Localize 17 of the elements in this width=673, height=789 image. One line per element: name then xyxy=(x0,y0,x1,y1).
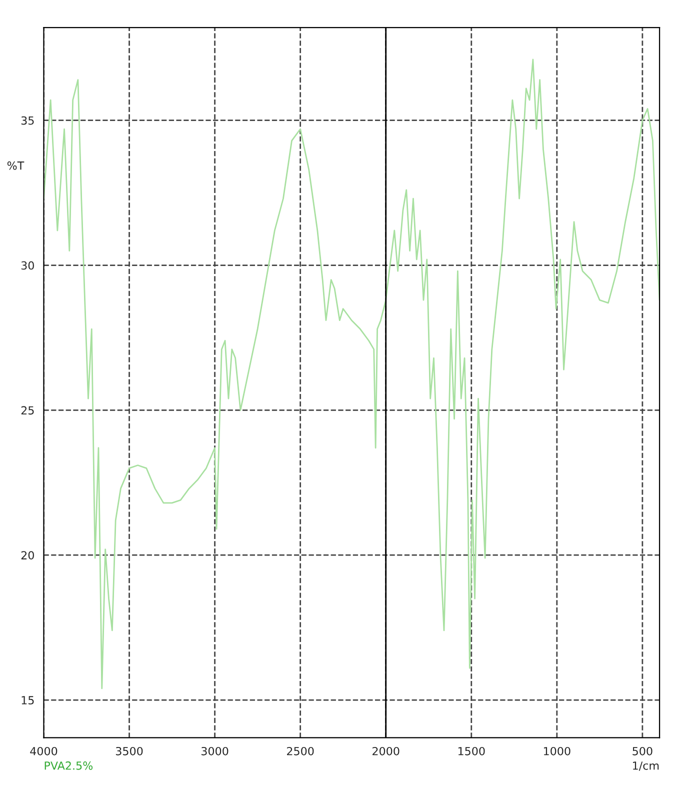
x-tick-label: 1500 xyxy=(458,746,485,756)
y-axis-title: %T xyxy=(7,161,24,170)
y-tick-label: 15 xyxy=(22,696,34,704)
x-tick-label: 2500 xyxy=(287,746,314,756)
x-tick-label: 3500 xyxy=(116,746,143,756)
text: PVA2.5% xyxy=(44,761,93,770)
y-tick-label: 20 xyxy=(21,551,34,560)
y-tick-label: 25 xyxy=(21,406,34,415)
x-tick-label: 1000 xyxy=(544,746,570,756)
x-tick-label: 500 xyxy=(632,746,652,756)
y-tick-label: 35 xyxy=(21,116,34,125)
line-series xyxy=(44,58,660,690)
x-tick-label: 3000 xyxy=(202,746,228,756)
x-axis-title: 1/cm xyxy=(633,762,659,771)
x-tick-label: 4000 xyxy=(30,746,58,756)
y-tick-label: 30 xyxy=(21,261,34,270)
x-tick-label: 2000 xyxy=(372,746,400,756)
